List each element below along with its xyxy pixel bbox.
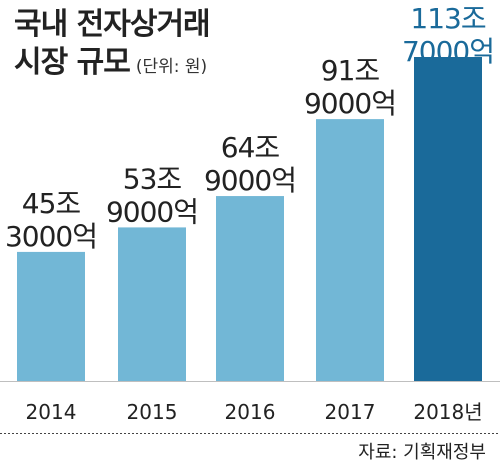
data-label-2017-2: 9000억 — [304, 87, 396, 120]
data-label-2018년-2: 7000억 — [402, 35, 494, 68]
data-label-2016-2: 9000억 — [204, 164, 296, 197]
bar-2014 — [17, 251, 85, 381]
data-label-2018년-1: 113조 — [410, 2, 485, 35]
chart-title-line2: 시장 규모 (단위: 원) — [14, 44, 210, 86]
x-tick-2016: 2016 — [225, 400, 276, 424]
chart-unit: (단위: 원) — [135, 57, 208, 77]
x-tick-2017: 2017 — [325, 400, 376, 424]
data-label-2016-1: 64조 — [221, 131, 280, 164]
chart-title-line2-text: 시장 규모 — [14, 45, 131, 80]
data-label-2014-1: 45조 — [22, 187, 81, 220]
data-label-2017-1: 91조 — [321, 54, 380, 87]
bar-2016 — [216, 196, 284, 381]
x-tick-2014: 2014 — [26, 400, 77, 424]
bar-2015 — [118, 227, 186, 381]
data-label-2014-2: 3000억 — [5, 220, 97, 253]
bar-2017 — [316, 119, 384, 381]
bar-2018년 — [414, 57, 482, 381]
chart-title-line1: 국내 전자상거래 — [14, 7, 211, 42]
data-label-2015-2: 9000억 — [106, 195, 198, 228]
x-tick-2018년: 2018년 — [413, 400, 482, 424]
source-note: 자료: 기획재정부 — [358, 442, 486, 463]
chart-title: 국내 전자상거래 시장 규모 (단위: 원) — [14, 6, 211, 86]
x-tick-2015: 2015 — [127, 400, 178, 424]
data-label-2015-1: 53조 — [123, 162, 182, 195]
